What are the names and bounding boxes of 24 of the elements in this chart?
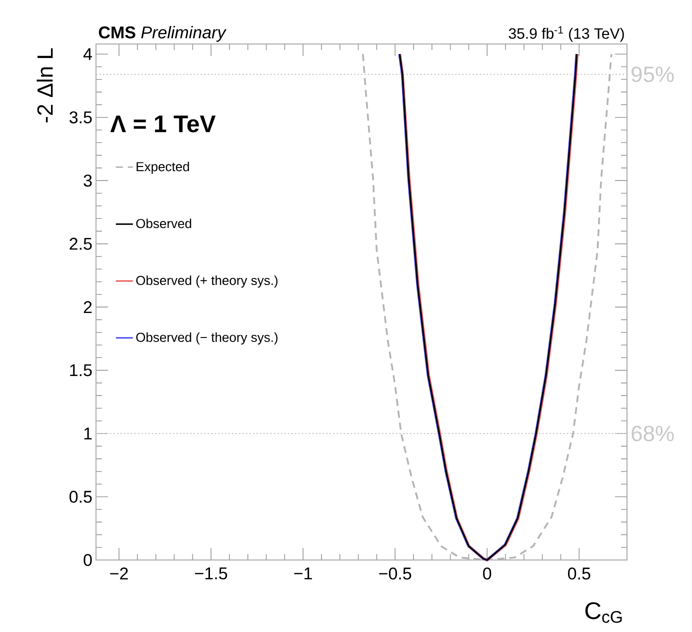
chart-subtitle: 35.9 fb$^{-1}$ (13 TeV) (508, 26, 624, 42)
annotation: Λ = 1 TeV (110, 116, 216, 132)
y-tick-label: 1.5 (70, 364, 92, 376)
y-tick-label: 4 (83, 48, 92, 60)
y-tick-label: 2.5 (70, 238, 92, 250)
legend-label: Observed (+ theory sys.) (136, 276, 278, 288)
x-tick-label: −0.5 (379, 568, 412, 580)
y-tick-label: 3 (84, 174, 92, 187)
y-tick-label: 0.5 (70, 490, 92, 503)
legend-label: Observed (− theory sys.) (136, 332, 278, 345)
chart-title: CMS Preliminary (98, 26, 227, 42)
legend-label: Expected (136, 162, 189, 174)
x-tick-label: −1.5 (195, 568, 228, 580)
x-tick-label: 0.5 (568, 568, 590, 580)
x-tick-label: −1 (294, 568, 312, 580)
y-tick-label: 1 (84, 428, 92, 440)
y-tick-label: 0 (84, 554, 92, 566)
legend-label: Observed (136, 218, 192, 228)
x-axis-title: C$_{cG}$ (585, 602, 622, 623)
x-tick-label: 0 (483, 568, 492, 580)
y-tick-label: 3.5 (69, 111, 92, 124)
y-axis-title: -2 Δln L (36, 48, 53, 122)
x-tick-label: −2 (110, 568, 128, 580)
y-tick-label: 2 (84, 301, 92, 313)
